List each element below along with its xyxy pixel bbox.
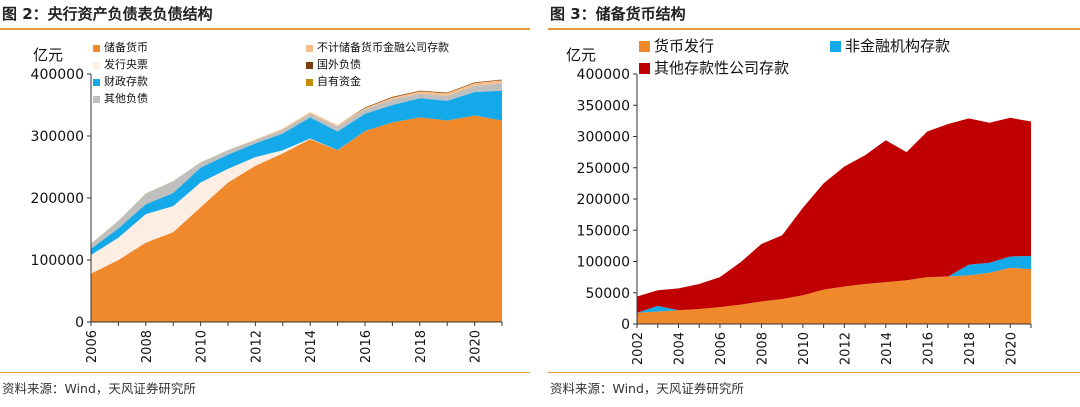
legend-label: 自有资金 (317, 74, 361, 88)
legend-label: 发行央票 (104, 57, 148, 71)
x-tick-label: 2006 (85, 330, 100, 363)
source-divider (548, 372, 1080, 373)
figure-3-source: 资料来源：Wind，天风证券研究所 (550, 381, 744, 396)
x-tick-label: 2012 (838, 332, 853, 365)
y-tick-label: 400000 (31, 67, 84, 83)
x-tick-label: 2018 (963, 332, 978, 365)
x-tick-label: 2010 (797, 332, 812, 365)
x-tick-label: 2016 (359, 330, 374, 363)
y-tick-label: 0 (621, 317, 630, 333)
figure-2-title: 图 2：央行资产负债表负债结构 (2, 5, 213, 23)
source-divider (0, 372, 530, 373)
x-tick-label: 2002 (631, 332, 646, 365)
legend-label: 非金融机构存款 (845, 37, 950, 55)
x-tick-label: 2016 (921, 332, 936, 365)
x-tick-label: 2008 (755, 332, 770, 365)
x-tick-label: 2004 (672, 332, 687, 365)
y-tick-label: 200000 (31, 191, 84, 207)
y-axis-unit-label: 亿元 (33, 46, 63, 64)
y-tick-label: 250000 (577, 161, 630, 177)
y-tick-label: 350000 (577, 98, 630, 114)
liability-structure-chart: 0 100000 200000 300000 400000 亿元 2006 2008 2010 2… (31, 40, 503, 363)
reserve-money-panel: 图 3：储备货币结构 0 50000 100000 150000 200000 25000… (548, 0, 1080, 407)
legend-swatch (639, 41, 650, 52)
legend-label: 货币发行 (654, 37, 714, 55)
legend-swatch (93, 79, 100, 86)
x-tick-label: 2006 (714, 332, 729, 365)
x-tick-label: 2020 (469, 330, 484, 363)
y-tick-label: 300000 (577, 130, 630, 146)
y-axis-unit-label: 亿元 (566, 46, 596, 64)
legend-swatch (639, 63, 650, 74)
legend-swatch (830, 41, 841, 52)
legend-swatch (93, 45, 100, 52)
y-tick-label: 100000 (31, 253, 84, 269)
title-divider (548, 28, 1080, 30)
y-tick-label: 100000 (577, 255, 630, 271)
legend-swatch (306, 45, 313, 52)
legend-label: 其他存款性公司存款 (654, 59, 789, 77)
area-财政存款 (91, 90, 502, 255)
reserve-money-chart: 0 50000 100000 150000 200000 250000 300000 3500… (566, 37, 1032, 365)
title-divider (0, 28, 530, 30)
x-tick-label: 2018 (414, 330, 429, 363)
legend-label: 不计储备货币金融公司存款 (317, 40, 449, 54)
y-tick-label: 200000 (577, 192, 630, 208)
y-tick-label: 0 (75, 315, 84, 331)
y-tick-label: 50000 (585, 286, 630, 302)
legend-swatch (306, 62, 313, 69)
figure-2-source: 资料来源：Wind，天风证券研究所 (2, 381, 196, 396)
area-储备货币 (91, 115, 502, 322)
legend-swatch (93, 62, 100, 69)
x-tick-label: 2014 (304, 330, 319, 363)
legend-label: 储备货币 (104, 40, 148, 54)
y-tick-label: 400000 (577, 67, 630, 83)
y-tick-label: 300000 (31, 129, 84, 145)
legend-label: 财政存款 (104, 74, 148, 88)
liability-structure-panel: 图 2：央行资产负债表负债结构 0 100000 200000 300000 40000… (0, 0, 530, 407)
legend-swatch (93, 96, 100, 103)
legend-label: 其他负债 (104, 91, 148, 105)
x-tick-label: 2008 (140, 330, 155, 363)
x-tick-label: 2020 (1004, 332, 1019, 365)
x-tick-label: 2014 (880, 332, 895, 365)
y-tick-label: 150000 (577, 223, 630, 239)
area-货币发行 (637, 267, 1031, 324)
figure-3-title: 图 3：储备货币结构 (550, 5, 686, 23)
area-其他存款性公司存款 (637, 117, 1031, 313)
legend-swatch (306, 79, 313, 86)
x-tick-label: 2010 (195, 330, 210, 363)
legend-label: 国外负债 (317, 57, 361, 71)
x-tick-label: 2012 (249, 330, 264, 363)
